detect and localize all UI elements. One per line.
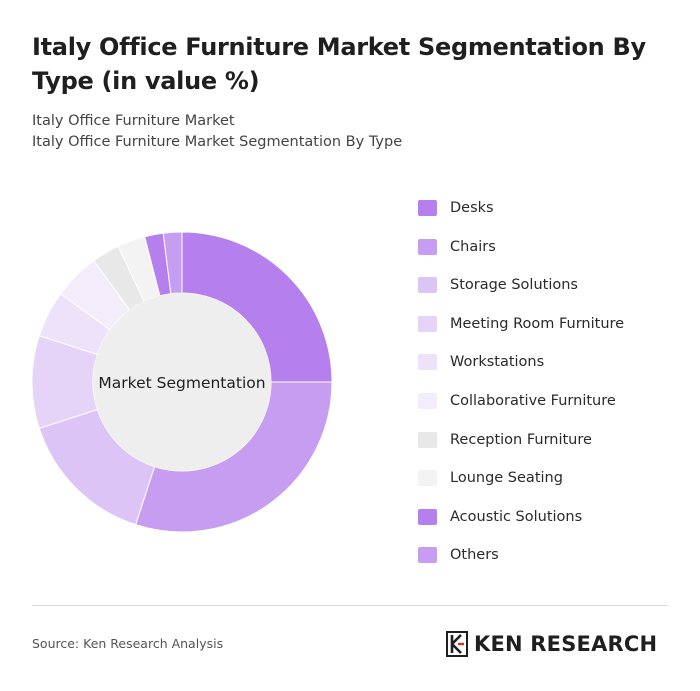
legend-item-desks: Desks: [418, 194, 494, 222]
legend-item-meeting-room-furniture: Meeting Room Furniture: [418, 310, 624, 338]
legend-item-storage-solutions: Storage Solutions: [418, 271, 578, 299]
legend-swatch: [418, 393, 437, 409]
donut-center-label: Market Segmentation: [98, 374, 265, 392]
ken-research-logo-icon: [446, 631, 468, 657]
legend-swatch: [418, 200, 437, 216]
ken-research-logo-text: KEN RESEARCH: [474, 632, 658, 656]
legend-item-collaborative-furniture: Collaborative Furniture: [418, 387, 616, 415]
legend-item-reception-furniture: Reception Furniture: [418, 426, 592, 454]
footer-divider: [32, 605, 668, 606]
legend-label: Reception Furniture: [450, 431, 592, 448]
chart-subtitle-market: Italy Office Furniture Market: [32, 113, 235, 129]
chart-title: Italy Office Furniture Market Segmentati…: [32, 33, 646, 95]
legend-label: Others: [450, 547, 499, 564]
legend-item-chairs: Chairs: [418, 233, 496, 261]
legend-swatch: [418, 315, 437, 332]
legend-item-acoustic-solutions: Acoustic Solutions: [418, 503, 582, 531]
chart-subtitle-segmentation: Italy Office Furniture Market Segmentati…: [32, 134, 403, 150]
legend-item-others: Others: [418, 541, 499, 569]
legend-swatch: [418, 508, 437, 525]
legend-label: Collaborative Furniture: [450, 393, 616, 409]
legend-label: Lounge Seating: [450, 470, 563, 487]
legend-label: Desks: [450, 200, 494, 216]
legend-label: Meeting Room Furniture: [450, 315, 625, 332]
legend-item-workstations: Workstations: [418, 348, 544, 376]
donut-slices: [31, 231, 333, 533]
legend-swatch: [418, 277, 437, 294]
legend-swatch: [418, 431, 437, 448]
legend-label: Workstations: [450, 354, 545, 371]
ken-research-logo: KEN RESEARCH: [446, 628, 657, 660]
legend-swatch: [418, 354, 437, 371]
source-note: Source: Ken Research Analysis: [32, 636, 224, 651]
legend-label: Storage Solutions: [450, 277, 578, 294]
legend-swatch: [418, 547, 437, 564]
legend-label: Chairs: [450, 238, 496, 255]
donut-hole: [93, 293, 271, 471]
legend-label: Acoustic Solutions: [450, 508, 583, 525]
legend-swatch: [418, 238, 437, 255]
legend-item-lounge-seating: Lounge Seating: [418, 464, 563, 492]
donut-chart: Market Segmentation: [31, 231, 333, 533]
legend-swatch: [418, 470, 437, 487]
